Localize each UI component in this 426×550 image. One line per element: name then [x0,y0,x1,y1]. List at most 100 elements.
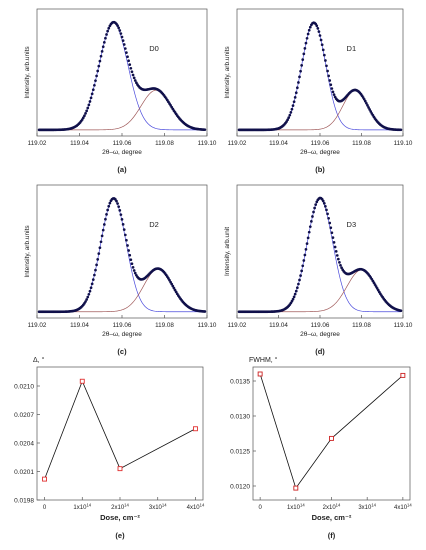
data-point [332,241,336,244]
data-point [117,26,121,30]
x-tick-label: 119.08 [155,140,174,147]
data-point [171,284,175,288]
data-point [322,202,326,205]
data-point [83,114,86,118]
data-point [326,69,329,73]
data-point [130,70,134,74]
data-point [85,298,88,301]
data-point [304,248,308,251]
data-point [123,47,127,50]
data-point [327,216,330,220]
data-point [87,103,91,107]
data-point [291,297,295,301]
data-point [172,286,176,290]
data-point [170,282,174,286]
data-point [95,74,98,78]
data-point [126,55,129,59]
data-point [121,223,125,226]
data-point [100,234,104,238]
x-tick-label: 119.02 [28,140,47,147]
data-point [129,258,133,262]
data-point [107,204,111,208]
data-point [329,435,334,441]
data-point [325,64,328,68]
x-tick-label: 119.04 [269,140,288,147]
data-point [101,228,105,232]
x-tick-label: 119.02 [228,140,247,147]
data-points [237,21,403,132]
data-point [90,282,94,286]
data-point [329,226,333,230]
data-point [304,41,308,45]
data-point [333,245,337,249]
x-tick-label: 119.08 [352,322,371,329]
data-point [86,295,90,299]
data-point [84,112,87,115]
data-point [292,100,296,104]
y-axis-label: FWHM, ° [249,356,278,364]
data-point [295,286,299,290]
data-points [37,20,207,132]
y-tick-label: 0.0207 [14,412,34,419]
data-point [288,113,292,117]
data-point [132,269,136,272]
data-point [399,128,403,132]
x-tick-label: 119.10 [394,322,413,329]
data-point [302,52,306,56]
data-point [307,230,311,234]
data-point [328,221,332,225]
data-point [326,212,329,216]
component-2-curve [239,89,401,131]
component-1-curve [39,22,205,131]
data-point [108,201,112,205]
data-point [305,36,309,40]
data-point [122,43,126,46]
x-tick-label: 119.04 [70,322,89,329]
y-tick-label: 0.0210 [14,383,34,390]
data-points [237,196,403,314]
data-point [297,282,300,286]
x-tick-label: 4x1014 [187,503,205,512]
x-tick-label: 2x1014 [323,503,341,512]
data-point [86,106,90,110]
data-point [88,289,92,293]
data-point [294,289,298,293]
panel-label: (c) [117,347,127,356]
component-2-curve [239,269,402,313]
y-tick-label: 0.0130 [230,413,250,420]
data-point [129,66,133,70]
data-point [127,59,130,63]
x-tick-label: 3x1014 [149,503,167,512]
data-point [104,217,107,221]
data-point [128,253,132,257]
data-point [94,268,97,272]
y-tick-label: 0.0135 [230,378,250,385]
x-tick-label: 4x1014 [394,503,412,512]
y-tick-label: 0.0120 [230,483,250,490]
data-point [125,51,128,54]
data-point [106,208,109,212]
data-point [101,45,105,49]
data-point [311,215,314,218]
x-tick-label: 0 [43,505,47,511]
data-point [193,426,198,432]
series-line [44,380,196,480]
data-point [399,309,403,313]
component-2-curve [39,268,205,313]
data-point [300,64,304,67]
data-point [321,48,325,52]
data-point [289,111,293,114]
y-tick-label: 0.0125 [230,448,250,455]
x-axis-label: 2θ–ω, degree [102,331,142,338]
x-tick-label: 119.06 [311,322,330,329]
dose-panel-0: 0.0198 0.0201 0.0204 0.0207 0.0210 0 1x1014 2x1… [14,356,205,540]
data-point [106,29,109,33]
data-point [133,79,137,82]
data-point [314,203,318,206]
x-axis-label: 2θ–ω, degree [300,149,340,156]
x-tick-label: 119.04 [269,322,288,329]
data-point [121,39,125,42]
data-point [132,76,136,80]
peak-label: D1 [347,44,357,53]
y-tick-label: 0.0198 [14,497,34,504]
